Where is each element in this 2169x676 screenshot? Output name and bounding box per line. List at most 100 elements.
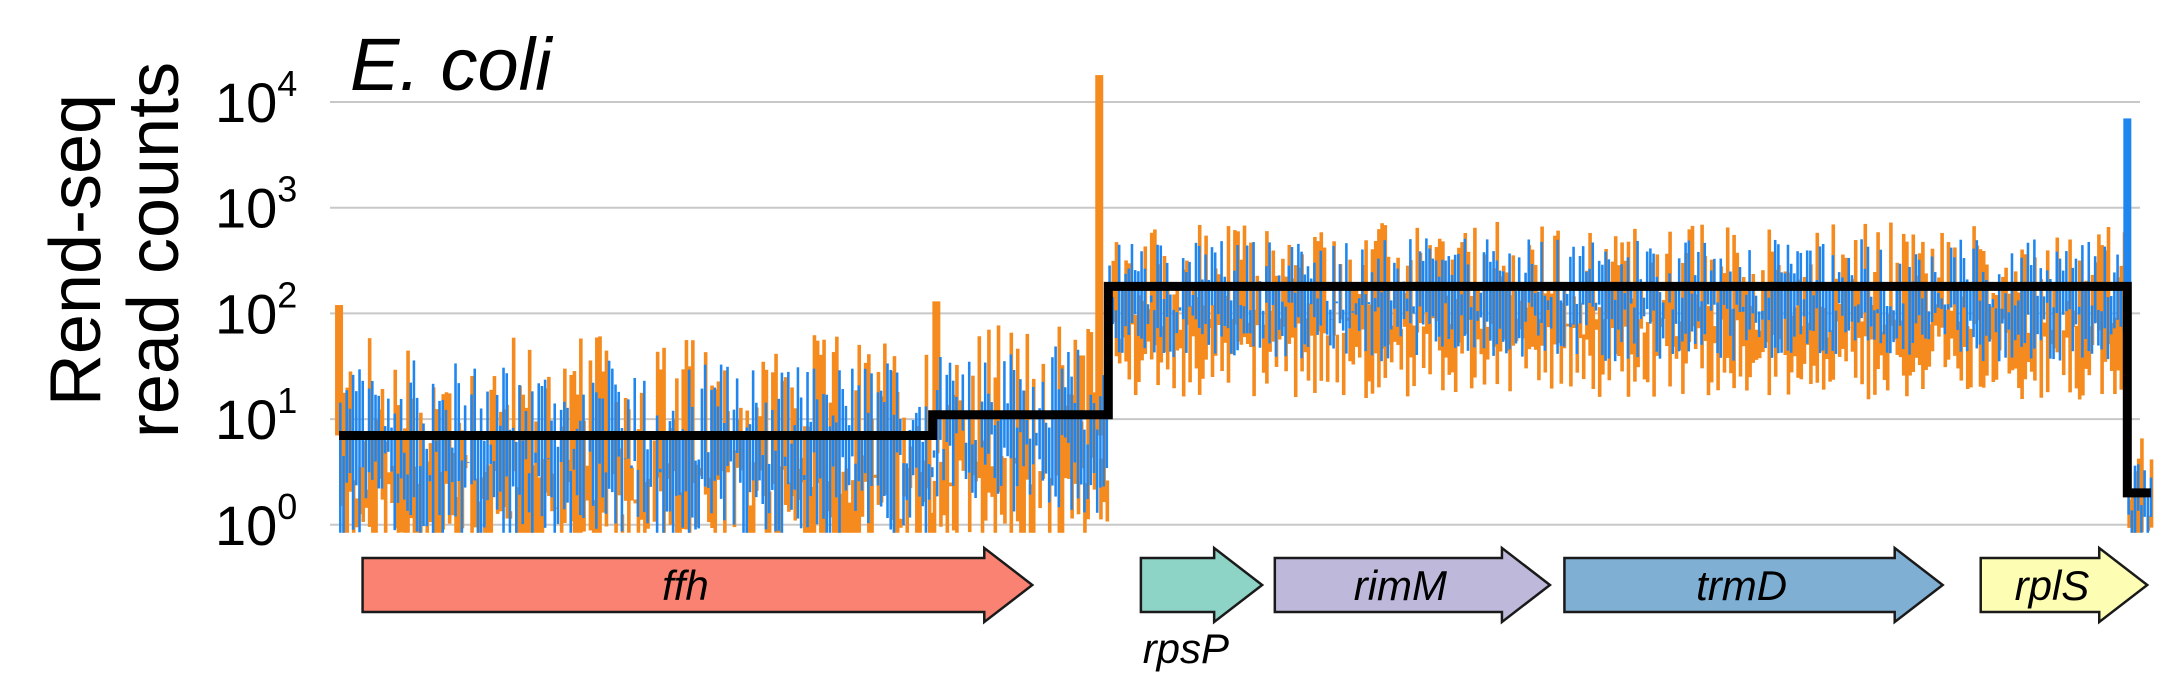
- blue-bar-564: [2140, 505, 2143, 533]
- blue-bar-267: [1191, 294, 1195, 316]
- blue-bar-262: [1175, 312, 1179, 334]
- gene-track: ffh rpsP rimM trmD rplS: [361, 545, 2150, 672]
- blue-bar-109: [687, 369, 691, 533]
- blue-bar-516: [1988, 303, 1991, 342]
- blue-bar-306: [1316, 298, 1319, 335]
- orange-bar-469: [1837, 303, 1842, 357]
- blue-bar-339: [1421, 260, 1425, 325]
- blue-bar-502: [1943, 304, 1947, 335]
- orange-bar-444: [1757, 330, 1762, 359]
- blue-bar-501: [1940, 298, 1943, 310]
- orange-bar-490: [1905, 241, 1909, 397]
- blue-bar-331: [1396, 268, 1399, 327]
- blue-bar-7: [361, 380, 365, 468]
- gene-label-rplS: rplS: [2015, 562, 2090, 609]
- orange-bar-384: [1565, 323, 1570, 327]
- blue-bar-13: [380, 431, 384, 489]
- orange-bar-177: [905, 467, 910, 533]
- orange-bar-534: [2045, 250, 2050, 393]
- blue-bar-165: [867, 412, 870, 524]
- blue-bar-426: [1700, 301, 1703, 345]
- blue-bar-220: [1041, 381, 1045, 481]
- blue-bar-496: [1924, 284, 1927, 339]
- blue-bar-475: [1857, 304, 1860, 323]
- blue-bar-83: [604, 472, 608, 514]
- orange-bar-555: [2113, 317, 2117, 395]
- orange-bar-339: [1421, 326, 1426, 369]
- orange-bar-334: [1405, 265, 1410, 397]
- blue-bar-406: [1636, 240, 1639, 358]
- blue-bar-258: [1162, 299, 1166, 353]
- blue-bar-216: [1028, 438, 1032, 495]
- orange-bar-30: [435, 409, 439, 533]
- blue-bar-257: [1159, 245, 1163, 338]
- blue-bar-66: [550, 420, 553, 498]
- blue-bar-453: [1786, 244, 1790, 351]
- blue-bar-3: [348, 408, 352, 474]
- gene-arrow-ffh: [361, 545, 1035, 625]
- blue-bar-43: [476, 434, 480, 533]
- blue-bar-141: [790, 443, 793, 510]
- blue-bar-217: [1031, 386, 1035, 465]
- blue-series: [339, 118, 2153, 533]
- blue-bar-72: [569, 471, 573, 533]
- blue-bar-383: [1562, 288, 1566, 347]
- orange-bar-354: [1469, 295, 1474, 389]
- blue-bar-412: [1655, 276, 1659, 352]
- gene-arrow-rpsP: [1139, 545, 1265, 625]
- y-tick-4: 104: [215, 63, 297, 134]
- blue-bar-546: [2084, 289, 2087, 339]
- orange-bar-8: [364, 489, 369, 508]
- blue-bar-160: [851, 368, 854, 457]
- orange-bar-501: [1940, 232, 1944, 328]
- blue-bar-472: [1847, 257, 1851, 331]
- blue-bar-114: [703, 364, 707, 487]
- blue-bar-112: [697, 459, 701, 529]
- blue-bar-562: [2133, 465, 2137, 533]
- orange-bar-357: [1479, 328, 1484, 355]
- blue-bar-329: [1389, 300, 1393, 330]
- orange-bar-259: [1165, 285, 1170, 370]
- orange-bar-541: [2068, 239, 2072, 393]
- blue-bar-62: [537, 383, 541, 477]
- blue-bar-435: [1729, 271, 1732, 336]
- blue-bar-282: [1239, 305, 1243, 319]
- orange-bar-416: [1668, 231, 1672, 387]
- blue-bar-510: [1969, 286, 1972, 321]
- blue-bar-486: [1892, 310, 1895, 343]
- blue-bar-265: [1185, 272, 1188, 353]
- orange-bar-483: [1882, 324, 1887, 380]
- blue-bar-252: [1143, 268, 1147, 349]
- orange-bar-438: [1738, 281, 1743, 377]
- blue-bar-353: [1466, 264, 1470, 351]
- orange-bar-356: [1476, 282, 1480, 340]
- orange-bar-263: [1178, 329, 1183, 349]
- orange-bar-160: [851, 480, 855, 533]
- blue-bar-530: [2033, 239, 2036, 349]
- blue-bar-355: [1473, 285, 1476, 348]
- orange-bar-332: [1399, 328, 1404, 370]
- blue-bar-327: [1383, 240, 1387, 347]
- blue-bar-71: [566, 407, 569, 503]
- orange-bar-564: [2140, 438, 2144, 533]
- blue-bar-127: [745, 427, 749, 533]
- orange-bar-457: [1799, 326, 1804, 380]
- blue-bar-173: [892, 414, 896, 533]
- blue-bar-210: [1009, 354, 1013, 459]
- blue-bar-27: [425, 448, 429, 527]
- blue-bar-365: [1505, 290, 1508, 354]
- blue-bar-563: [2136, 464, 2140, 511]
- orange-bar-499: [1933, 304, 1938, 326]
- blue-bar-384: [1565, 293, 1569, 306]
- blue-bar-159: [847, 425, 851, 486]
- orange-bar-54: [511, 337, 516, 472]
- blue-bar-507: [1959, 239, 1963, 352]
- blue-bar-462: [1815, 280, 1819, 309]
- blue-bar-357: [1479, 292, 1483, 318]
- blue-bar-511: [1972, 248, 1975, 338]
- blue-bar-489: [1901, 303, 1905, 350]
- blue-bar-381: [1556, 239, 1559, 354]
- orange-bar-23: [412, 466, 417, 533]
- blue-bar-238: [1099, 396, 1102, 488]
- blue-bar-328: [1386, 289, 1390, 359]
